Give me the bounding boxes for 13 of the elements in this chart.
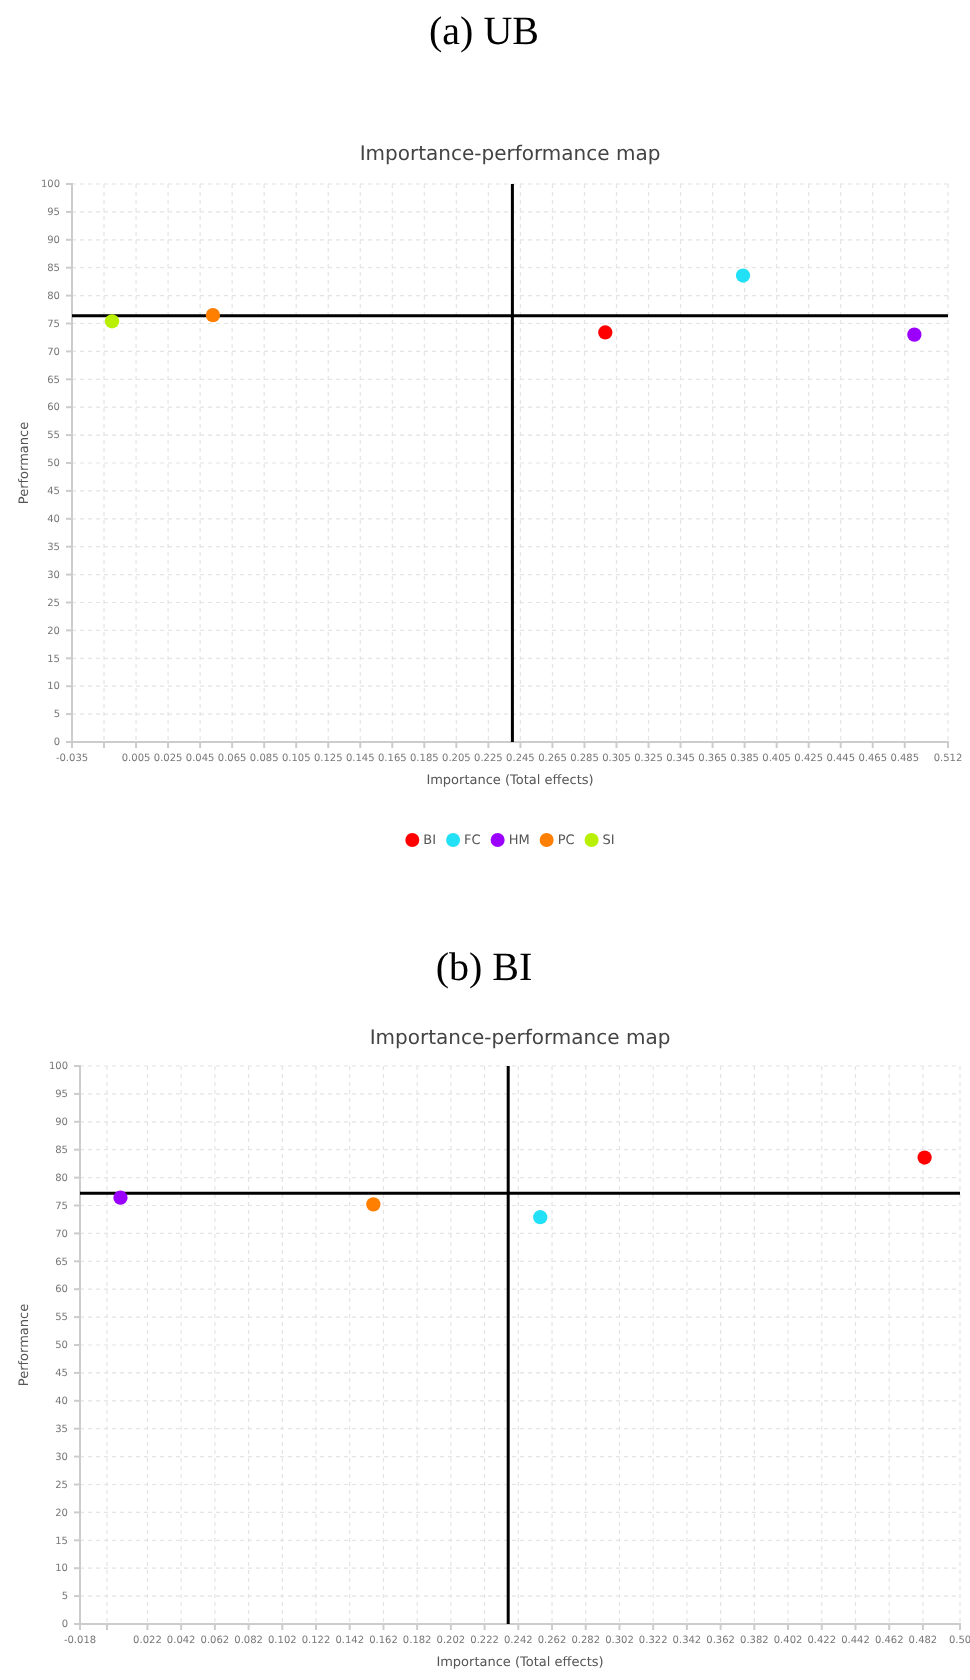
point bbox=[366, 1197, 381, 1212]
chart-title: (b) BI bbox=[435, 946, 533, 990]
point bbox=[104, 314, 120, 329]
point bbox=[907, 327, 922, 342]
point bbox=[735, 268, 751, 283]
chart-subtitle: Importance-performance map bbox=[359, 144, 661, 166]
chart-title: (a) UB bbox=[429, 10, 539, 54]
point bbox=[598, 325, 613, 340]
point bbox=[533, 1210, 548, 1225]
point bbox=[113, 1190, 128, 1205]
point bbox=[205, 308, 221, 323]
point bbox=[917, 1150, 932, 1165]
chart-subtitle: Importance-performance map bbox=[369, 1028, 671, 1050]
